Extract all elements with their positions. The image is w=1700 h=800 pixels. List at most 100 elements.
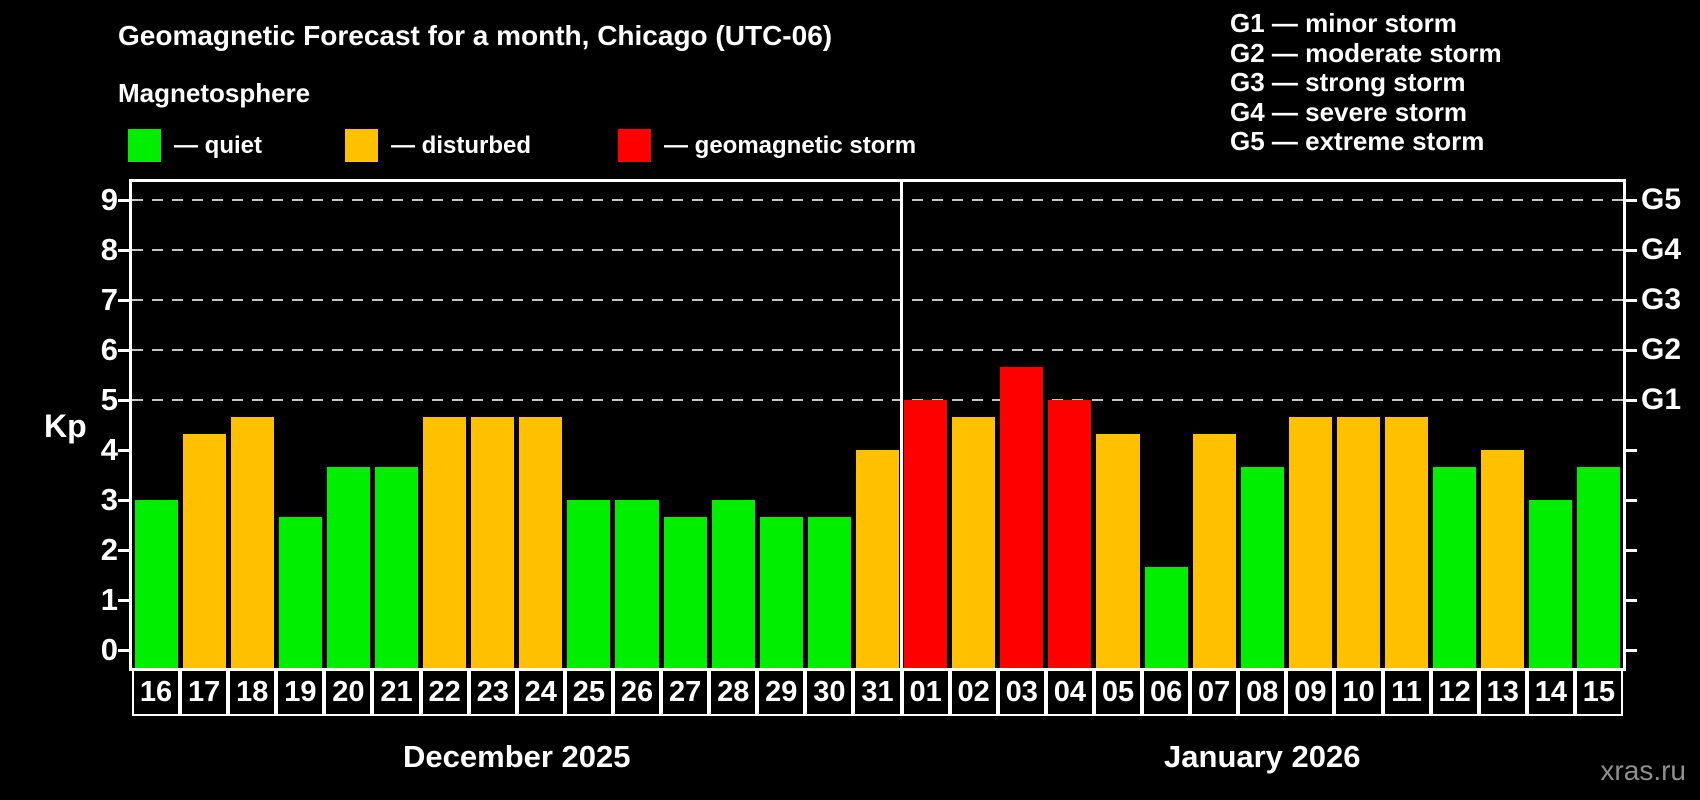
- day-label: 17: [180, 669, 229, 716]
- y-axis-tick-right: [1626, 448, 1637, 452]
- bar-day-12: [1433, 466, 1477, 668]
- month-label-january: January 2026: [1164, 739, 1361, 774]
- bar-day-02: [952, 416, 996, 668]
- y-axis-tick-right: [1626, 248, 1637, 252]
- y-axis-tick-label: 9: [100, 182, 118, 217]
- gscale-legend-line-g2: G2 — moderate storm: [1230, 37, 1502, 68]
- bar-day-29: [759, 516, 803, 668]
- day-label: 14: [1526, 669, 1575, 716]
- y-axis-tick-label: 6: [100, 332, 118, 367]
- y-axis-tick-right: [1626, 298, 1637, 302]
- bar-day-20: [326, 466, 370, 668]
- day-label: 15: [1574, 669, 1623, 716]
- y-axis-tick-left: [118, 298, 129, 302]
- bar-day-22: [423, 416, 467, 668]
- y-axis-tick-right: [1626, 498, 1637, 502]
- gridline-kp6: [132, 349, 1623, 351]
- day-label: 30: [805, 669, 854, 716]
- y-axis-tick-left: [118, 648, 129, 652]
- right-axis-label-g2: G2: [1641, 333, 1682, 366]
- day-label: 03: [997, 669, 1046, 716]
- bar-day-08: [1240, 466, 1284, 668]
- y-axis-tick-right: [1626, 198, 1637, 202]
- day-label: 01: [901, 669, 950, 716]
- day-label: 23: [468, 669, 517, 716]
- legend-item-storm: — geomagnetic storm: [618, 129, 916, 162]
- bar-day-23: [471, 416, 515, 668]
- bar-day-11: [1385, 416, 1429, 668]
- bar-day-14: [1529, 500, 1573, 668]
- right-axis-label-g5: G5: [1641, 183, 1682, 216]
- day-label: 06: [1142, 669, 1191, 716]
- y-axis-tick-label: 7: [100, 282, 118, 317]
- day-label: 20: [324, 669, 373, 716]
- y-axis-tick-label: 3: [100, 482, 118, 517]
- legend-label-quiet: — quiet: [174, 131, 262, 159]
- legend-item-quiet: — quiet: [128, 129, 262, 162]
- gscale-legend-line-g5: G5 — extreme storm: [1230, 126, 1485, 156]
- y-axis-tick-right: [1626, 398, 1637, 402]
- day-label: 05: [1093, 669, 1143, 716]
- bar-day-10: [1336, 416, 1380, 668]
- bar-day-06: [1144, 566, 1188, 668]
- day-label: 07: [1190, 669, 1239, 716]
- day-label: 08: [1238, 669, 1287, 716]
- bar-day-07: [1192, 433, 1236, 668]
- y-axis-tick-left: [118, 198, 129, 202]
- bar-day-05: [1096, 433, 1140, 668]
- bar-day-21: [374, 466, 419, 668]
- y-axis-tick-right: [1626, 648, 1637, 652]
- bar-day-17: [182, 433, 226, 668]
- bar-day-15: [1577, 466, 1621, 668]
- day-label: 18: [228, 669, 277, 716]
- bar-day-13: [1481, 450, 1525, 668]
- bar-day-30: [807, 516, 851, 668]
- bar-day-31: [855, 450, 900, 668]
- bar-day-03: [1000, 366, 1044, 668]
- legend-swatch-disturbed: [345, 129, 378, 162]
- gscale-legend: G1 — minor storm G2 — moderate storm G3 — …: [1230, 8, 1502, 157]
- gridline-kp8: [132, 249, 1623, 251]
- y-axis-tick-left: [118, 248, 129, 252]
- bar-day-24: [519, 416, 563, 668]
- day-label: 22: [420, 669, 469, 716]
- y-axis-label: Kp: [44, 408, 87, 444]
- day-label: 26: [612, 669, 662, 716]
- gridline-kp5: [132, 399, 1623, 401]
- day-label: 31: [853, 669, 902, 716]
- chart-subtitle: Magnetosphere: [118, 78, 311, 108]
- day-label: 19: [276, 669, 325, 716]
- y-axis-tick-label: 0: [100, 632, 118, 667]
- day-label: 04: [1045, 669, 1094, 716]
- gridline-kp9: [132, 199, 1623, 201]
- day-label: 21: [372, 669, 421, 716]
- day-label: 12: [1430, 669, 1479, 716]
- day-label: 16: [132, 669, 181, 716]
- bar-day-18: [230, 416, 274, 668]
- y-axis-tick-label: 1: [100, 582, 118, 617]
- right-axis-label-g1: G1: [1641, 383, 1682, 416]
- bar-day-25: [567, 500, 611, 668]
- y-axis-tick-right: [1626, 598, 1637, 602]
- day-label: 11: [1382, 669, 1431, 716]
- day-label: 10: [1334, 669, 1383, 716]
- gscale-legend-line-g4: G4 — severe storm: [1230, 96, 1468, 127]
- legend-item-disturbed: — disturbed: [345, 129, 531, 162]
- chart-title: Geomagnetic Forecast for a month, Chicag…: [118, 20, 833, 51]
- legend-label-storm: — geomagnetic storm: [664, 131, 917, 159]
- day-label: 29: [757, 669, 806, 716]
- day-label: 28: [709, 669, 758, 716]
- bar-day-28: [711, 500, 755, 668]
- day-label: 13: [1478, 669, 1527, 716]
- day-label: 24: [516, 669, 565, 716]
- y-axis-tick-left: [118, 348, 129, 352]
- bar-day-27: [663, 516, 707, 668]
- y-axis-tick-label: 8: [100, 232, 118, 267]
- y-axis-tick-right: [1626, 348, 1637, 352]
- gscale-legend-line-g3: G3 — strong storm: [1230, 67, 1466, 97]
- y-axis-tick-left: [118, 598, 129, 602]
- watermark: xras.ru: [1600, 755, 1686, 786]
- right-axis-label-g3: G3: [1641, 283, 1682, 316]
- bar-day-01: [904, 400, 948, 668]
